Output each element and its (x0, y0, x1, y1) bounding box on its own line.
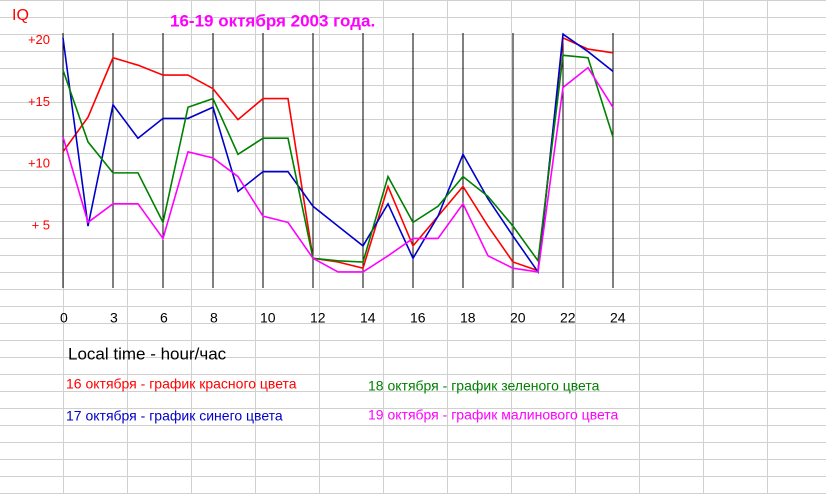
chart-title: 16-19 октября 2003 года. (170, 11, 375, 30)
y-axis-label: IQ (12, 7, 29, 24)
x-tick-label: 3 (110, 310, 118, 326)
series-line (62, 54, 614, 263)
legend-entry: 18 октября - график зеленого цвета (368, 378, 600, 394)
x-tick-label: 22 (560, 310, 576, 326)
x-tick-label: 8 (210, 310, 218, 326)
x-tick-label: 16 (410, 310, 426, 326)
x-tick-label: 6 (160, 310, 168, 326)
x-tick-label: 24 (610, 310, 626, 326)
x-axis-label: Local time - hour/час (68, 344, 227, 363)
x-tick-label: 18 (460, 310, 476, 326)
y-tick-label: +10 (28, 156, 50, 171)
x-tick-label: 20 (510, 310, 526, 326)
legend-entry: 16 октября - график красного цвета (66, 376, 297, 392)
series-line (62, 32, 614, 275)
x-tick-label: 12 (310, 310, 326, 326)
x-tick-label: 0 (60, 310, 68, 326)
y-tick-label: +15 (28, 94, 50, 109)
series-line (62, 36, 614, 272)
x-tick-label: 10 (260, 310, 276, 326)
legend-entry: 17 октября - график синего цвета (66, 408, 283, 424)
series-line (62, 66, 614, 273)
x-tick-label: 14 (360, 310, 376, 326)
y-tick-label: + 5 (32, 218, 50, 233)
y-tick-label: +20 (28, 32, 50, 47)
legend-entry: 19 октября - график малинового цвета (368, 407, 619, 423)
